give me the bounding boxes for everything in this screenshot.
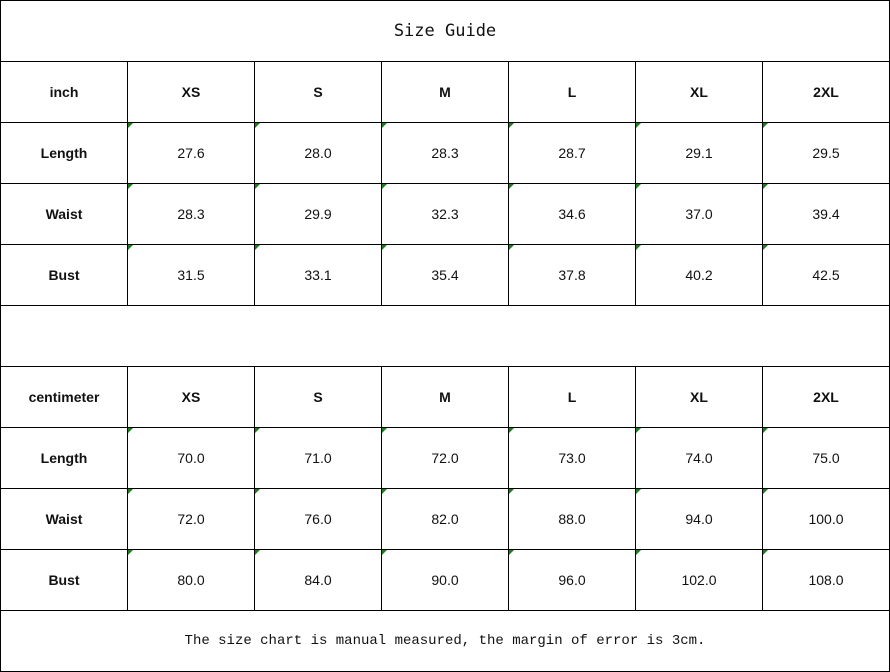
spacer-cell <box>0 305 890 367</box>
row-label-bust: Bust <box>0 244 128 306</box>
size-header-s: S <box>254 366 382 428</box>
measurement-cell: 29.9 <box>254 183 382 245</box>
measurement-cell: 29.1 <box>635 122 763 184</box>
measurement-cell: 40.2 <box>635 244 763 306</box>
measurement-cell: 75.0 <box>762 427 890 489</box>
measurement-cell: 102.0 <box>635 549 763 611</box>
measurement-cell: 28.3 <box>381 122 509 184</box>
measurement-cell: 96.0 <box>508 549 636 611</box>
measurement-cell: 32.3 <box>381 183 509 245</box>
size-header-l: L <box>508 61 636 123</box>
cm-unit-label: centimeter <box>0 366 128 428</box>
size-header-xs: XS <box>127 366 255 428</box>
table-row: Bust 80.0 84.0 90.0 96.0 102.0 108.0 <box>0 549 890 611</box>
size-header-s: S <box>254 61 382 123</box>
table-row: Length 70.0 71.0 72.0 73.0 74.0 75.0 <box>0 427 890 489</box>
measurement-cell: 28.3 <box>127 183 255 245</box>
table-row: Waist 28.3 29.9 32.3 34.6 37.0 39.4 <box>0 183 890 245</box>
measurement-cell: 74.0 <box>635 427 763 489</box>
measurement-note: The size chart is manual measured, the m… <box>0 610 890 672</box>
size-header-m: M <box>381 366 509 428</box>
size-header-l: L <box>508 366 636 428</box>
measurement-cell: 76.0 <box>254 488 382 550</box>
measurement-cell: 90.0 <box>381 549 509 611</box>
inch-header-row: inch XS S M L XL 2XL <box>0 61 890 123</box>
measurement-cell: 94.0 <box>635 488 763 550</box>
title-row: Size Guide <box>0 0 890 62</box>
measurement-cell: 88.0 <box>508 488 636 550</box>
size-header-xl: XL <box>635 366 763 428</box>
measurement-cell: 84.0 <box>254 549 382 611</box>
table-row: Length 27.6 28.0 28.3 28.7 29.1 29.5 <box>0 122 890 184</box>
inch-unit-label: inch <box>0 61 128 123</box>
size-header-m: M <box>381 61 509 123</box>
note-row: The size chart is manual measured, the m… <box>0 610 890 672</box>
row-label-waist: Waist <box>0 488 128 550</box>
row-label-bust: Bust <box>0 549 128 611</box>
cm-header-row: centimeter XS S M L XL 2XL <box>0 366 890 428</box>
size-header-xs: XS <box>127 61 255 123</box>
measurement-cell: 71.0 <box>254 427 382 489</box>
measurement-cell: 37.0 <box>635 183 763 245</box>
table-row: Bust 31.5 33.1 35.4 37.8 40.2 42.5 <box>0 244 890 306</box>
page-title: Size Guide <box>0 0 890 62</box>
row-label-waist: Waist <box>0 183 128 245</box>
measurement-cell: 28.7 <box>508 122 636 184</box>
size-header-2xl: 2XL <box>762 366 890 428</box>
measurement-cell: 34.6 <box>508 183 636 245</box>
measurement-cell: 28.0 <box>254 122 382 184</box>
measurement-cell: 72.0 <box>381 427 509 489</box>
measurement-cell: 100.0 <box>762 488 890 550</box>
table-row: Waist 72.0 76.0 82.0 88.0 94.0 100.0 <box>0 488 890 550</box>
row-label-length: Length <box>0 122 128 184</box>
measurement-cell: 42.5 <box>762 244 890 306</box>
measurement-cell: 27.6 <box>127 122 255 184</box>
measurement-cell: 73.0 <box>508 427 636 489</box>
measurement-cell: 35.4 <box>381 244 509 306</box>
measurement-cell: 39.4 <box>762 183 890 245</box>
row-label-length: Length <box>0 427 128 489</box>
size-header-xl: XL <box>635 61 763 123</box>
measurement-cell: 108.0 <box>762 549 890 611</box>
measurement-cell: 72.0 <box>127 488 255 550</box>
measurement-cell: 70.0 <box>127 427 255 489</box>
spacer-row <box>0 305 890 367</box>
measurement-cell: 33.1 <box>254 244 382 306</box>
measurement-cell: 31.5 <box>127 244 255 306</box>
size-header-2xl: 2XL <box>762 61 890 123</box>
measurement-cell: 37.8 <box>508 244 636 306</box>
measurement-cell: 82.0 <box>381 488 509 550</box>
measurement-cell: 29.5 <box>762 122 890 184</box>
measurement-cell: 80.0 <box>127 549 255 611</box>
